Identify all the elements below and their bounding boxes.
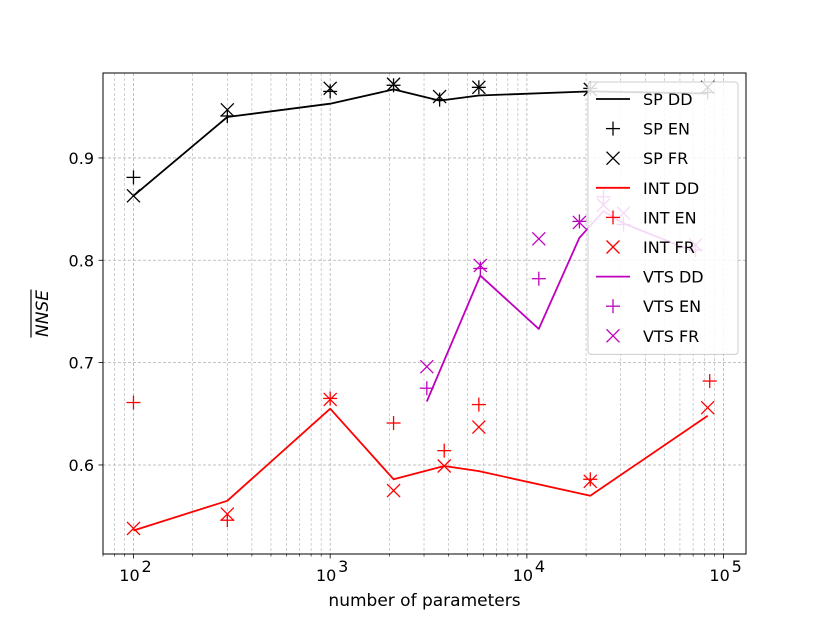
point-int-en	[126, 395, 141, 410]
x-tick-label: 10	[316, 566, 336, 585]
legend-label-int-en: INT EN	[643, 208, 697, 227]
x-tick-exponent: 3	[338, 557, 348, 576]
x-tick-exponent: 4	[535, 557, 545, 576]
legend-swatch-vts-en	[606, 299, 620, 314]
y-tick-label: 0.9	[69, 149, 94, 168]
x-tick-label: 10	[119, 566, 139, 585]
series-line-sp-dd	[132, 88, 708, 197]
plot-data	[126, 77, 717, 536]
legend-swatch-int-en	[606, 210, 620, 225]
point-sp-fr	[323, 81, 338, 96]
legend-label-int-fr: INT FR	[643, 238, 695, 257]
point-int-fr	[220, 507, 235, 522]
point-int-fr	[386, 483, 401, 498]
y-tick-label: 0.6	[69, 456, 94, 475]
point-sp-fr	[386, 77, 401, 92]
point-int-fr	[700, 400, 715, 415]
legend-label-sp-dd: SP DD	[643, 90, 693, 109]
point-vts-en	[473, 261, 488, 276]
point-int-fr	[323, 392, 338, 407]
legend-label-vts-fr: VTS FR	[643, 327, 699, 346]
legend-swatch-sp-en	[606, 121, 620, 136]
axis-ticks: 1021031041051060.60.70.80.9	[69, 149, 742, 585]
y-tick-label: 0.8	[69, 251, 94, 270]
point-int-en	[386, 416, 401, 431]
point-sp-en	[126, 170, 141, 185]
legend-label-int-dd: INT DD	[643, 179, 699, 198]
point-int-fr	[583, 474, 598, 489]
point-sp-fr	[432, 89, 447, 104]
point-int-en	[323, 391, 338, 406]
point-vts-en	[572, 214, 587, 229]
legend-swatch-sp-fr	[606, 151, 620, 166]
point-sp-en	[432, 92, 447, 107]
point-vts-fr	[419, 359, 434, 374]
point-int-fr	[471, 420, 486, 435]
point-int-en	[437, 443, 452, 458]
point-vts-fr	[572, 215, 587, 230]
point-sp-en	[220, 108, 235, 123]
y-axis-label: NNSE	[33, 290, 53, 337]
point-int-en	[471, 397, 486, 412]
legend: SP DD SP EN SP FR INT DD INT EN INT FR VTS DD V…	[587, 81, 739, 355]
legend-label-vts-en: VTS EN	[643, 297, 701, 316]
series-line-int-dd	[133, 407, 709, 532]
legend-label-vts-dd: VTS DD	[643, 268, 704, 287]
x-tick-label: 10	[709, 566, 729, 585]
point-int-en	[583, 472, 598, 487]
point-vts-en	[419, 381, 434, 396]
x-tick-exponent: 5	[732, 557, 742, 576]
legend-box	[587, 81, 739, 355]
point-vts-en	[531, 271, 546, 286]
x-axis-label: number of parameters	[328, 591, 520, 611]
legend-swatch-vts-fr	[606, 328, 620, 343]
point-int-en	[220, 513, 235, 528]
point-sp-fr	[220, 102, 235, 117]
point-int-fr	[437, 459, 452, 473]
x-tick-exponent: 2	[141, 557, 151, 576]
point-sp-fr	[126, 188, 141, 203]
legend-label-sp-en: SP EN	[643, 120, 690, 139]
legend-label-sp-fr: SP FR	[643, 149, 688, 168]
point-sp-en	[386, 78, 401, 93]
point-sp-en	[323, 84, 338, 99]
point-int-en	[702, 374, 717, 389]
legend-swatch-int-fr	[606, 240, 620, 254]
point-sp-fr	[471, 80, 486, 95]
point-vts-fr	[473, 258, 488, 273]
point-vts-fr	[531, 231, 546, 246]
point-int-fr	[126, 521, 141, 536]
y-tick-label: 0.7	[69, 354, 94, 373]
plot-frame	[102, 72, 747, 555]
x-tick-label: 10	[513, 566, 533, 585]
